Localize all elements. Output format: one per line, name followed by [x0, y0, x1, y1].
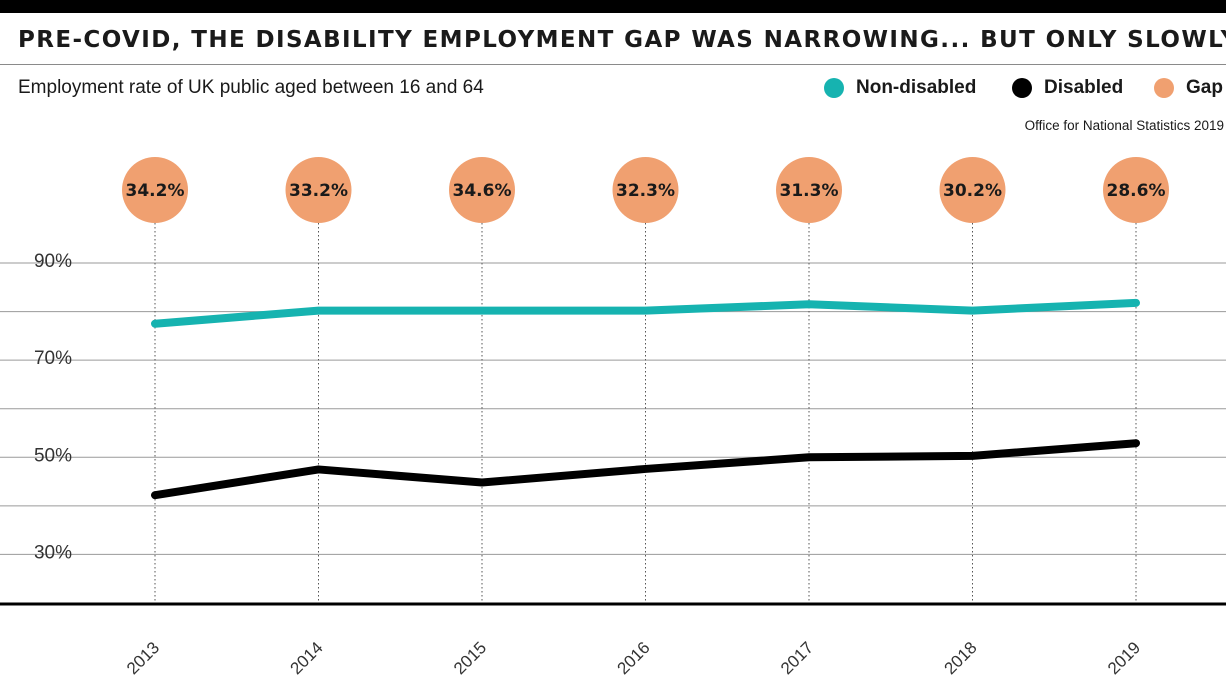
- x-tick-label-2016: 2016: [614, 638, 654, 678]
- top-rule: [0, 0, 1226, 13]
- x-tick-label-2014: 2014: [287, 638, 327, 678]
- y-tick-label-50: 50%: [34, 445, 72, 466]
- series-line-disabled: [151, 439, 1140, 500]
- gap-bubble-2018: [939, 157, 1006, 223]
- chart-subtitle: Employment rate of UK public aged betwee…: [18, 77, 484, 98]
- legend-item-gap: Gap: [1154, 76, 1223, 100]
- gap-bubble-2017: [776, 157, 842, 223]
- gap-label-2019: 28.6%: [1107, 181, 1166, 201]
- x-tick-label-2019: 2019: [1104, 638, 1144, 678]
- legend-label-non-disabled: Non-disabled: [856, 77, 977, 98]
- gap-label-2017: 31.3%: [780, 181, 839, 201]
- legend-swatch-disabled: [1012, 78, 1032, 98]
- x-tick-label-2015: 2015: [450, 638, 490, 678]
- gap-bubble-2014: [285, 157, 352, 223]
- x-tick-label-2018: 2018: [941, 638, 981, 678]
- source-note: Office for National Statistics 2019: [1024, 118, 1224, 133]
- gap-label-2014: 33.2%: [289, 181, 348, 201]
- legend-item-disabled: Disabled: [1012, 76, 1123, 100]
- gap-bubble-2013: [122, 157, 188, 223]
- legend-item-non-disabled: Non-disabled: [824, 76, 976, 100]
- series-line-non-disabled: [151, 298, 1140, 328]
- chart-title: PRE-COVID, THE DISABILITY EMPLOYMENT GAP…: [18, 27, 1226, 53]
- legend-swatch-gap: [1154, 78, 1174, 98]
- x-tick-label-2017: 2017: [777, 638, 817, 678]
- title-divider: [0, 64, 1226, 65]
- gap-label-2013: 34.2%: [126, 181, 185, 201]
- legend-label-disabled: Disabled: [1044, 77, 1124, 98]
- gap-bubble-2016: [612, 157, 679, 223]
- gap-label-2015: 34.6%: [453, 181, 512, 201]
- y-tick-label-90: 90%: [34, 251, 72, 272]
- gap-bubble-2019: [1103, 157, 1169, 223]
- gap-bubble-2015: [449, 157, 515, 223]
- legend-swatch-non-disabled: [824, 78, 844, 98]
- x-tick-label-2013: 2013: [123, 638, 163, 678]
- legend-label-gap: Gap: [1186, 77, 1223, 98]
- y-tick-label-70: 70%: [34, 348, 72, 369]
- gap-label-2018: 30.2%: [943, 181, 1002, 201]
- y-tick-label-30: 30%: [34, 542, 72, 563]
- gap-label-2016: 32.3%: [616, 181, 675, 201]
